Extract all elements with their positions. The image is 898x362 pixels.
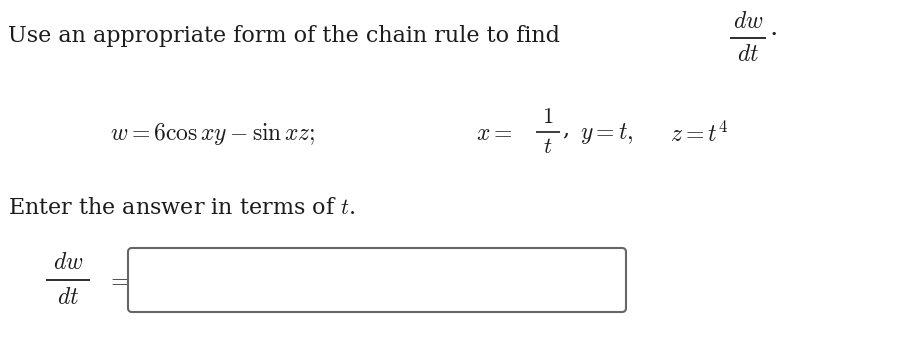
Text: $dw$: $dw$ [53,251,84,274]
Text: $dt$: $dt$ [57,286,79,309]
FancyBboxPatch shape [128,248,626,312]
Text: $y = t,$: $y = t,$ [580,122,634,147]
Text: ,: , [562,118,569,140]
Text: $x =$: $x =$ [476,122,513,146]
Text: $z = t^4$: $z = t^4$ [670,121,728,147]
Text: $dt$: $dt$ [737,43,759,66]
Text: $1$: $1$ [542,106,554,128]
Text: $=$: $=$ [106,268,132,292]
Text: $dw$: $dw$ [733,10,763,33]
Text: Enter the answer in terms of $t$.: Enter the answer in terms of $t$. [8,197,356,219]
Text: .: . [770,15,779,40]
Text: $w = 6\cos xy - \sin xz;$: $w = 6\cos xy - \sin xz;$ [110,121,315,147]
Text: $t$: $t$ [543,136,552,158]
Text: Use an appropriate form of the chain rule to find: Use an appropriate form of the chain rul… [8,25,560,47]
